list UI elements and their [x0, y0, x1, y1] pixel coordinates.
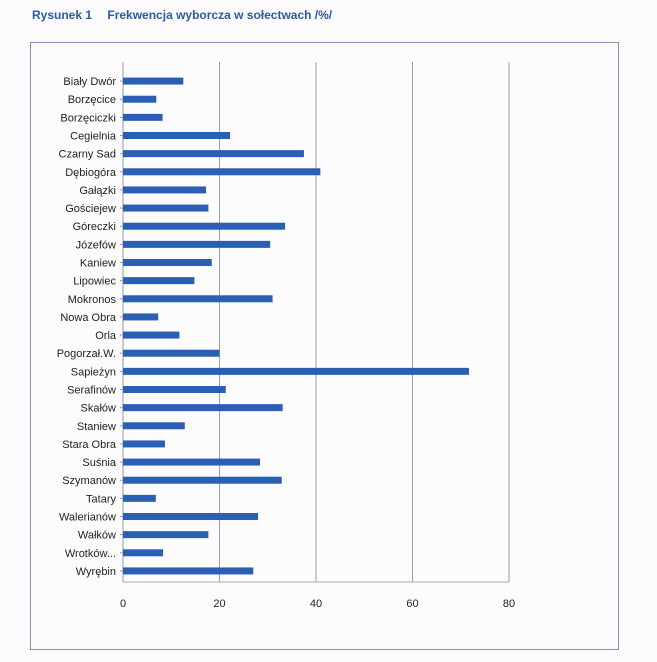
bar: [123, 422, 185, 430]
category-label: Borzęciczki: [60, 112, 116, 124]
category-label: Serafinów: [67, 385, 116, 397]
bar: [123, 150, 304, 158]
category-label: Szymanów: [62, 475, 116, 487]
figure-title: Rysunek 1 Frekwencja wyborcza w sołectwa…: [32, 8, 344, 22]
bar: [123, 367, 469, 375]
bar: [123, 313, 159, 321]
category-label: Skałów: [81, 403, 117, 415]
bar: [123, 277, 195, 285]
category-label: Lipowiec: [73, 276, 116, 288]
bar: [123, 549, 164, 557]
category-label: Sapieżyn: [71, 366, 116, 378]
figure-caption: Frekwencja wyborcza w sołectwach /%/: [107, 8, 333, 22]
bar: [123, 458, 261, 466]
category-label: Pogorzał.W.: [57, 348, 116, 360]
bar: [123, 204, 209, 212]
category-label: Walerianów: [59, 512, 116, 524]
category-label: Orla: [95, 330, 117, 342]
category-label: Suśnia: [82, 457, 117, 469]
bar: [123, 168, 321, 176]
bar: [123, 222, 286, 230]
bar: [123, 95, 157, 103]
bar: [123, 77, 184, 85]
chart-frame: [30, 42, 619, 650]
category-label: Tatary: [86, 493, 116, 505]
category-label: Gałązki: [79, 185, 116, 197]
category-label: Stara Obra: [62, 439, 117, 451]
x-tick-label: 60: [406, 598, 418, 610]
category-label: Nowa Obra: [60, 312, 117, 324]
category-label: Czarny Sad: [59, 149, 116, 161]
category-label: Wrotków...: [65, 548, 116, 560]
bar: [123, 186, 206, 194]
bar: [123, 440, 165, 448]
category-label: Wyrębin: [76, 566, 116, 578]
bar: [123, 567, 254, 575]
x-tick-label: 40: [310, 598, 322, 610]
category-label: Józefów: [76, 239, 116, 251]
bar: [123, 531, 209, 539]
bar: [123, 494, 156, 502]
bar: [123, 113, 163, 121]
bar: [123, 132, 231, 139]
category-label: Biały Dwór: [63, 76, 116, 88]
x-tick-label: 20: [213, 598, 225, 610]
category-label: Wałków: [78, 530, 116, 542]
category-label: Góreczki: [73, 221, 116, 233]
figure-label: Rysunek 1: [32, 8, 93, 22]
bar: [123, 259, 212, 266]
category-label: Staniew: [77, 421, 116, 433]
bar: [123, 476, 282, 484]
bar: [123, 513, 259, 520]
bar: [123, 240, 271, 248]
x-tick-label: 80: [503, 598, 515, 610]
bar: [123, 331, 180, 339]
bar: [123, 295, 273, 303]
x-tick-label: 0: [120, 598, 126, 610]
category-label: Mokronos: [68, 294, 117, 306]
category-label: Kaniew: [80, 258, 116, 270]
bar: [123, 386, 226, 393]
category-label: Gościejew: [65, 203, 116, 215]
bar: [123, 349, 220, 357]
category-label: Cegielnia: [70, 131, 117, 143]
category-label: Borzęcice: [68, 94, 116, 106]
bar: [123, 404, 283, 412]
category-label: Dębiogóra: [65, 167, 117, 179]
